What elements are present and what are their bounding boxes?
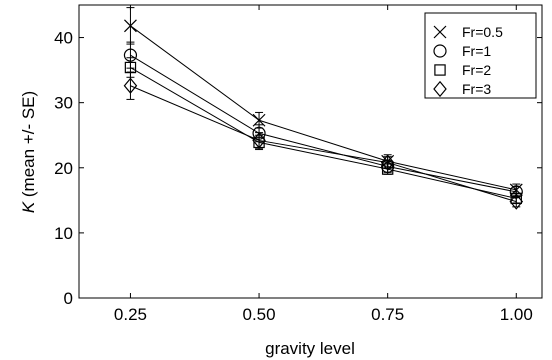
legend-marker <box>434 64 446 76</box>
series-line <box>130 25 517 191</box>
series-4 <box>123 71 524 210</box>
y-axis-ticks: 0 10 20 30 40 <box>54 29 542 308</box>
legend-label: Fr=2 <box>462 62 491 78</box>
data-point <box>123 77 138 94</box>
data-point <box>509 193 524 210</box>
legend-marker <box>433 25 447 39</box>
y-tick-label: 30 <box>54 94 73 113</box>
y-tick-label: 20 <box>54 159 73 178</box>
y-axis-label: K (mean +/- SE) <box>19 91 38 213</box>
legend-label: Fr=1 <box>462 43 491 59</box>
legend: Fr=0.5 Fr=1 Fr=2 Fr=3 <box>424 12 537 99</box>
legend-label: Fr=3 <box>462 81 491 97</box>
y-axis-label-symbol: K <box>19 201 38 213</box>
series-line <box>130 85 517 203</box>
data-point <box>252 113 266 127</box>
y-tick-label: 40 <box>54 29 73 48</box>
x-tick-label: 1.00 <box>500 305 533 324</box>
data-point <box>380 154 395 171</box>
y-tick-label: 10 <box>54 224 73 243</box>
x-tick-label: 0.25 <box>114 305 147 324</box>
x-axis-label: gravity level <box>265 339 355 358</box>
data-point <box>252 132 266 149</box>
series-layer <box>123 7 524 210</box>
data-point <box>124 19 137 33</box>
legend-marker <box>433 80 447 98</box>
legend-marker <box>433 44 447 58</box>
x-tick-label: 0.75 <box>371 305 404 324</box>
series-line <box>130 54 517 193</box>
series-line <box>130 67 517 199</box>
y-tick-label: 0 <box>64 289 73 308</box>
legend-label: Fr=0.5 <box>462 24 503 40</box>
y-axis-label-text: (mean +/- SE) <box>19 91 38 202</box>
x-tick-label: 0.50 <box>243 305 276 324</box>
